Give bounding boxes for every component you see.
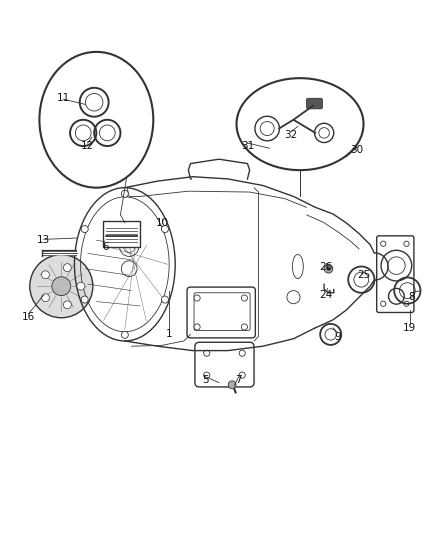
Text: 12: 12: [81, 141, 94, 151]
Circle shape: [52, 277, 71, 296]
Circle shape: [241, 295, 247, 301]
Circle shape: [162, 225, 169, 232]
Text: 7: 7: [235, 375, 242, 385]
Circle shape: [319, 128, 329, 138]
Text: 31: 31: [241, 141, 254, 151]
Circle shape: [42, 294, 49, 302]
Circle shape: [121, 190, 128, 197]
FancyBboxPatch shape: [307, 98, 322, 109]
Ellipse shape: [237, 78, 364, 170]
Circle shape: [327, 267, 330, 270]
Text: 5: 5: [202, 375, 209, 385]
Text: 25: 25: [357, 270, 370, 280]
Circle shape: [81, 296, 88, 303]
Bar: [103, 221, 140, 247]
Text: 13: 13: [37, 235, 50, 245]
Text: 9: 9: [334, 332, 341, 342]
Circle shape: [194, 295, 200, 301]
Circle shape: [77, 282, 85, 290]
Text: 6: 6: [102, 242, 109, 252]
Text: 16: 16: [22, 312, 35, 322]
Circle shape: [260, 122, 274, 135]
Text: 24: 24: [320, 290, 333, 300]
Circle shape: [30, 255, 93, 318]
Ellipse shape: [39, 52, 153, 188]
Circle shape: [121, 332, 128, 338]
Circle shape: [324, 264, 333, 273]
Text: 11: 11: [57, 93, 70, 103]
Circle shape: [42, 271, 49, 279]
Circle shape: [81, 225, 88, 232]
Circle shape: [85, 93, 103, 111]
Text: 30: 30: [350, 146, 364, 156]
Text: 19: 19: [403, 323, 416, 333]
Circle shape: [162, 296, 169, 303]
Circle shape: [64, 264, 71, 271]
Circle shape: [64, 301, 71, 309]
Text: 8: 8: [408, 292, 415, 302]
Text: 1: 1: [165, 329, 172, 340]
Text: 10: 10: [155, 217, 169, 228]
Text: 26: 26: [320, 262, 333, 271]
Circle shape: [241, 324, 247, 330]
Circle shape: [75, 125, 91, 141]
Circle shape: [194, 324, 200, 330]
Circle shape: [99, 125, 115, 141]
Circle shape: [228, 381, 236, 389]
Text: 32: 32: [285, 130, 298, 140]
